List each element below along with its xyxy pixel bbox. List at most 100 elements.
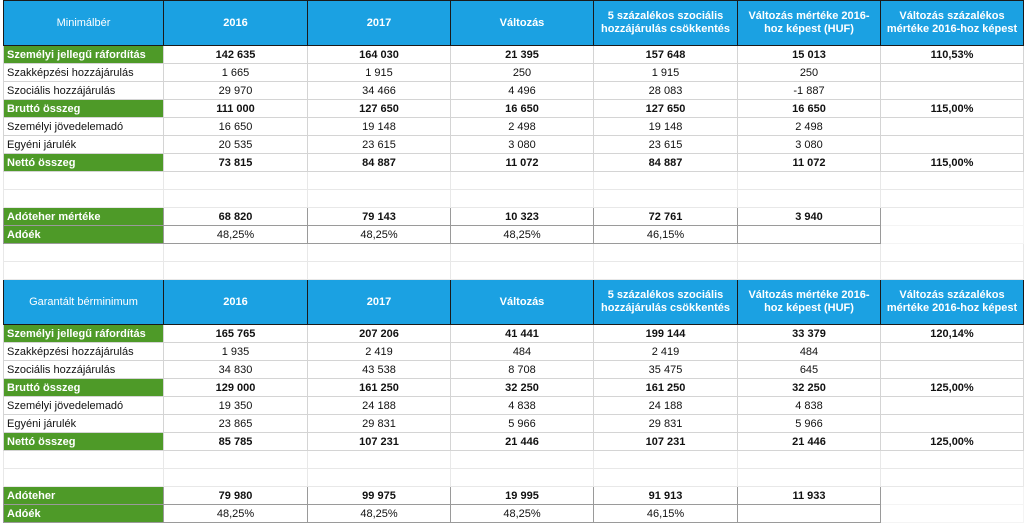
empty-cell[interactable]: [3, 189, 164, 208]
value-cell[interactable]: 2 419: [307, 342, 451, 361]
empty-cell[interactable]: [737, 243, 881, 262]
value-cell[interactable]: 73 815: [163, 153, 308, 172]
value-cell[interactable]: 23 615: [593, 135, 738, 154]
empty-cell[interactable]: [307, 450, 451, 469]
empty-cell[interactable]: [737, 450, 881, 469]
row-label[interactable]: Egyéni járulék: [3, 414, 164, 433]
empty-cell[interactable]: [3, 243, 164, 262]
summary-value[interactable]: 46,15%: [593, 504, 738, 523]
row-label[interactable]: Szakképzési hozzájárulás: [3, 63, 164, 82]
value-cell[interactable]: 15 013: [737, 45, 881, 64]
value-cell[interactable]: 161 250: [593, 378, 738, 397]
column-header[interactable]: 2016: [163, 279, 308, 325]
empty-cell[interactable]: [593, 171, 738, 190]
empty-cell[interactable]: [880, 504, 1024, 523]
empty-cell[interactable]: [163, 450, 308, 469]
value-cell[interactable]: 24 188: [307, 396, 451, 415]
empty-cell[interactable]: [450, 243, 594, 262]
summary-value[interactable]: 48,25%: [307, 225, 451, 244]
row-label[interactable]: Bruttó összeg: [3, 378, 164, 397]
column-header[interactable]: Változás: [450, 279, 594, 325]
summary-value[interactable]: 48,25%: [450, 504, 594, 523]
row-label[interactable]: Személyi jellegű ráfordítás: [3, 45, 164, 64]
value-cell[interactable]: 4 838: [737, 396, 881, 415]
empty-cell[interactable]: [593, 468, 738, 487]
row-label[interactable]: Szociális hozzájárulás: [3, 81, 164, 100]
row-label[interactable]: Személyi jellegű ráfordítás: [3, 324, 164, 343]
row-label[interactable]: Bruttó összeg: [3, 99, 164, 118]
empty-cell[interactable]: [737, 261, 881, 280]
value-cell[interactable]: 1 915: [307, 63, 451, 82]
column-header[interactable]: Változás százalékos mértéke 2016-hoz kép…: [880, 279, 1024, 325]
value-cell[interactable]: 32 250: [737, 378, 881, 397]
value-cell[interactable]: 111 000: [163, 99, 308, 118]
empty-cell[interactable]: [880, 243, 1024, 262]
value-cell[interactable]: 110,53%: [880, 45, 1024, 64]
value-cell[interactable]: 33 379: [737, 324, 881, 343]
empty-cell[interactable]: [163, 171, 308, 190]
value-cell[interactable]: 129 000: [163, 378, 308, 397]
value-cell[interactable]: 125,00%: [880, 432, 1024, 451]
empty-cell[interactable]: [307, 171, 451, 190]
value-cell[interactable]: 125,00%: [880, 378, 1024, 397]
summary-value[interactable]: [737, 225, 881, 244]
value-cell[interactable]: 21 395: [450, 45, 594, 64]
summary-value[interactable]: 79 143: [307, 207, 451, 226]
row-label[interactable]: Szociális hozzájárulás: [3, 360, 164, 379]
summary-value[interactable]: 46,15%: [593, 225, 738, 244]
summary-label[interactable]: Adóék: [3, 225, 164, 244]
summary-value[interactable]: 99 975: [307, 486, 451, 505]
value-cell[interactable]: 164 030: [307, 45, 451, 64]
summary-value[interactable]: 11 933: [737, 486, 881, 505]
value-cell[interactable]: 84 887: [307, 153, 451, 172]
value-cell[interactable]: 19 148: [593, 117, 738, 136]
value-cell[interactable]: 84 887: [593, 153, 738, 172]
column-header[interactable]: 2016: [163, 0, 308, 46]
empty-cell[interactable]: [880, 261, 1024, 280]
value-cell[interactable]: [880, 414, 1024, 433]
empty-cell[interactable]: [593, 189, 738, 208]
value-cell[interactable]: 8 708: [450, 360, 594, 379]
value-cell[interactable]: [880, 396, 1024, 415]
summary-label[interactable]: Adóék: [3, 504, 164, 523]
empty-cell[interactable]: [450, 189, 594, 208]
value-cell[interactable]: 115,00%: [880, 99, 1024, 118]
value-cell[interactable]: 16 650: [450, 99, 594, 118]
row-label[interactable]: Személyi jövedelemadó: [3, 117, 164, 136]
value-cell[interactable]: 23 865: [163, 414, 308, 433]
summary-value[interactable]: [737, 504, 881, 523]
empty-cell[interactable]: [880, 225, 1024, 244]
summary-value[interactable]: 48,25%: [450, 225, 594, 244]
value-cell[interactable]: 19 148: [307, 117, 451, 136]
summary-value[interactable]: 72 761: [593, 207, 738, 226]
value-cell[interactable]: 4 496: [450, 81, 594, 100]
value-cell[interactable]: 5 966: [737, 414, 881, 433]
row-label[interactable]: Nettó összeg: [3, 153, 164, 172]
value-cell[interactable]: 250: [450, 63, 594, 82]
value-cell[interactable]: 32 250: [450, 378, 594, 397]
value-cell[interactable]: 120,14%: [880, 324, 1024, 343]
value-cell[interactable]: 34 466: [307, 81, 451, 100]
summary-value[interactable]: 68 820: [163, 207, 308, 226]
value-cell[interactable]: 23 615: [307, 135, 451, 154]
value-cell[interactable]: 165 765: [163, 324, 308, 343]
summary-value[interactable]: 91 913: [593, 486, 738, 505]
column-header[interactable]: Változás: [450, 0, 594, 46]
value-cell[interactable]: 21 446: [450, 432, 594, 451]
value-cell[interactable]: 107 231: [307, 432, 451, 451]
empty-cell[interactable]: [880, 468, 1024, 487]
value-cell[interactable]: [880, 360, 1024, 379]
value-cell[interactable]: 29 831: [593, 414, 738, 433]
empty-cell[interactable]: [3, 261, 164, 280]
value-cell[interactable]: 3 080: [737, 135, 881, 154]
value-cell[interactable]: 157 648: [593, 45, 738, 64]
empty-cell[interactable]: [880, 207, 1024, 226]
value-cell[interactable]: 250: [737, 63, 881, 82]
value-cell[interactable]: 28 083: [593, 81, 738, 100]
value-cell[interactable]: 161 250: [307, 378, 451, 397]
summary-value[interactable]: 48,25%: [163, 504, 308, 523]
value-cell[interactable]: 207 206: [307, 324, 451, 343]
summary-value[interactable]: 48,25%: [163, 225, 308, 244]
summary-label[interactable]: Adóteher: [3, 486, 164, 505]
value-cell[interactable]: 484: [450, 342, 594, 361]
